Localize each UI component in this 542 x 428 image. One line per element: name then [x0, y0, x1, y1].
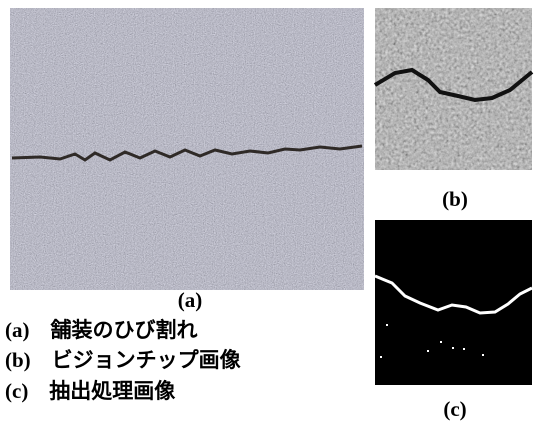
figure: (a) (b) (c) (a) 舗装のひび割れ (b) ビジョンチップ画像 (c… — [0, 0, 542, 428]
panel-b-image — [375, 8, 532, 170]
panel-label: (c) — [443, 397, 466, 421]
caption: (a) 舗装のひび割れ — [5, 318, 198, 342]
caption: (c) 抽出処理画像 — [5, 379, 176, 403]
panel-a-image — [10, 8, 364, 290]
panel-label: (b) — [442, 187, 468, 211]
panel-c-image — [375, 220, 532, 385]
caption: (b) ビジョンチップ画像 — [5, 348, 242, 372]
panel-label: (a) — [178, 288, 203, 312]
